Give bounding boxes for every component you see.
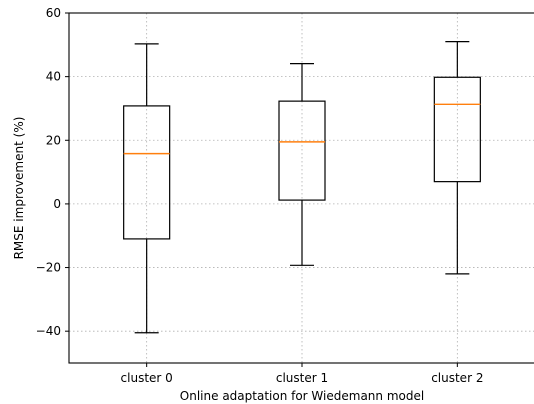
iqr-box <box>433 76 481 183</box>
y-tick-label: −20 <box>36 261 61 275</box>
x-ticks: cluster 0 cluster 1 cluster 2 <box>121 363 483 385</box>
box-2 <box>433 41 481 275</box>
y-ticks: −40 −20 0 20 40 60 <box>36 6 69 338</box>
y-axis-label: RMSE improvement (%) <box>12 117 26 260</box>
y-tick-label: 20 <box>46 133 61 147</box>
x-tick-label: cluster 1 <box>276 371 328 385</box>
x-tick-label: cluster 0 <box>121 371 173 385</box>
iqr-box <box>123 105 171 240</box>
boxes <box>123 41 481 334</box>
y-tick-label: −40 <box>36 324 61 338</box>
y-tick-label: 40 <box>46 70 61 84</box>
box-1 <box>278 62 326 266</box>
y-tick-label: 0 <box>53 197 61 211</box>
x-tick-label: cluster 2 <box>431 371 483 385</box>
iqr-box <box>278 100 326 201</box>
y-tick-label: 60 <box>46 6 61 20</box>
x-axis-label: Online adaptation for Wiedemann model <box>180 389 424 403</box>
box-0 <box>123 43 171 334</box>
